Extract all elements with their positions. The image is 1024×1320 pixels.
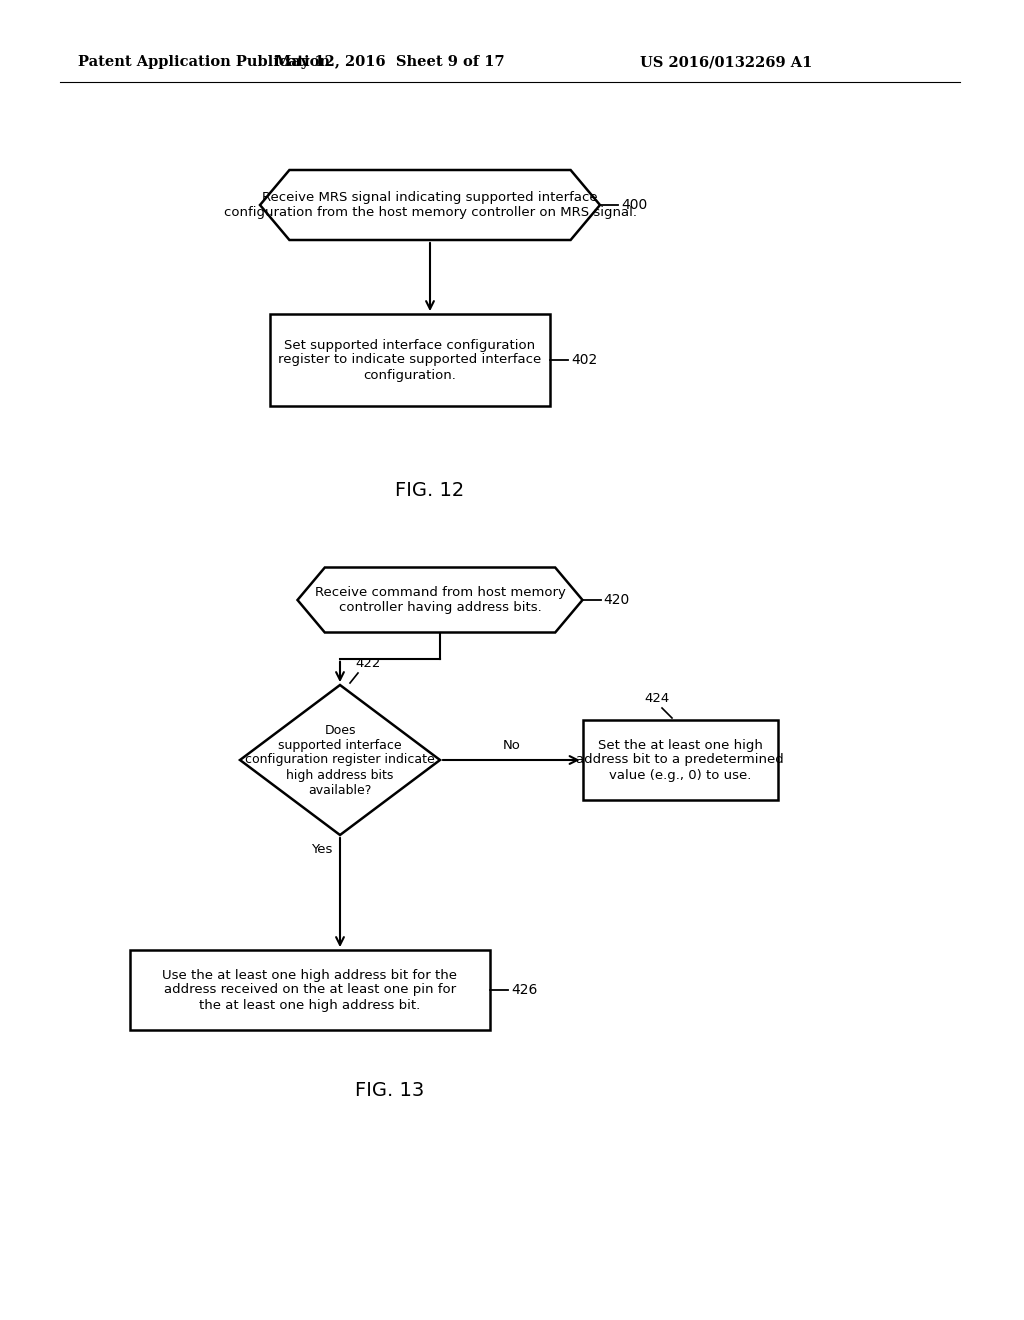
Text: Receive command from host memory
controller having address bits.: Receive command from host memory control… <box>314 586 565 614</box>
Text: 422: 422 <box>355 657 380 671</box>
Text: Yes: Yes <box>311 843 333 855</box>
Text: Use the at least one high address bit for the
address received on the at least o: Use the at least one high address bit fo… <box>163 969 458 1011</box>
Text: No: No <box>503 739 520 752</box>
Text: FIG. 13: FIG. 13 <box>355 1081 425 1100</box>
Polygon shape <box>298 568 583 632</box>
Text: 424: 424 <box>645 692 670 705</box>
FancyBboxPatch shape <box>130 950 490 1030</box>
FancyBboxPatch shape <box>583 719 777 800</box>
Text: Set the at least one high
address bit to a predetermined
value (e.g., 0) to use.: Set the at least one high address bit to… <box>577 738 784 781</box>
Text: Does
supported interface
configuration register indicate
high address bits
avail: Does supported interface configuration r… <box>245 723 435 796</box>
Text: 420: 420 <box>603 593 630 607</box>
Text: Patent Application Publication: Patent Application Publication <box>78 55 330 69</box>
Text: FIG. 12: FIG. 12 <box>395 480 465 499</box>
Polygon shape <box>240 685 440 836</box>
Text: 402: 402 <box>571 352 597 367</box>
Text: 426: 426 <box>511 983 538 997</box>
Text: 400: 400 <box>621 198 647 213</box>
Polygon shape <box>260 170 600 240</box>
Text: US 2016/0132269 A1: US 2016/0132269 A1 <box>640 55 812 69</box>
Text: Set supported interface configuration
register to indicate supported interface
c: Set supported interface configuration re… <box>279 338 542 381</box>
Text: May 12, 2016  Sheet 9 of 17: May 12, 2016 Sheet 9 of 17 <box>275 55 505 69</box>
Text: Receive MRS signal indicating supported interface
configuration from the host me: Receive MRS signal indicating supported … <box>223 191 637 219</box>
FancyBboxPatch shape <box>270 314 550 407</box>
